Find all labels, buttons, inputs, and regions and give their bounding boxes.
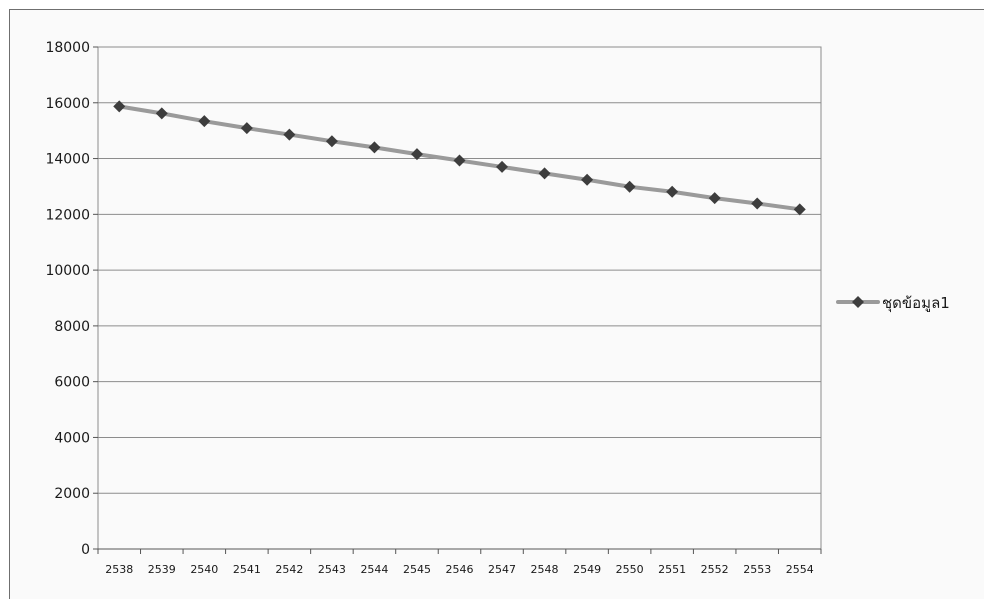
x-tick-label: 2554 [786,563,814,576]
y-tick-label: 14000 [45,152,90,168]
data-point-marker [751,197,764,210]
data-point-marker [666,185,679,198]
data-point-marker [623,180,636,193]
x-tick-label: 2549 [573,563,601,576]
x-tick-label: 2542 [275,563,303,576]
x-tick-label: 2548 [531,563,559,576]
y-tick-label: 0 [81,542,90,558]
data-point-marker [496,160,509,173]
data-point-marker [155,107,168,120]
data-point-marker [240,122,253,135]
x-tick-label: 2544 [360,563,388,576]
legend-label: ชุดข้อมูล1 [882,294,950,313]
y-tick-label: 6000 [54,375,90,391]
y-tick-label: 8000 [54,319,90,335]
x-tick-label: 2540 [190,563,218,576]
x-tick-label: 2541 [233,563,261,576]
x-tick-label: 2543 [318,563,346,576]
x-tick-label: 2553 [743,563,771,576]
data-point-marker [581,173,594,186]
data-point-marker [198,115,211,128]
x-tick-label: 2539 [148,563,176,576]
data-point-marker [410,148,423,161]
x-tick-label: 2538 [105,563,133,576]
x-tick-label: 2545 [403,563,431,576]
y-tick-label: 2000 [54,486,90,502]
data-point-marker [283,128,296,141]
x-tick-label: 2551 [658,563,686,576]
data-point-marker [793,203,806,216]
x-tick-label: 2546 [446,563,474,576]
data-point-marker [708,192,721,205]
y-tick-label: 16000 [45,96,90,112]
x-tick-label: 2547 [488,563,516,576]
data-point-marker [453,154,466,167]
y-tick-label: 4000 [54,430,90,446]
y-tick-label: 12000 [45,207,90,223]
y-tick-label: 18000 [45,40,90,56]
data-point-marker [368,141,381,154]
data-point-marker [538,167,551,180]
x-tick-label: 2552 [701,563,729,576]
x-tick-label: 2550 [616,563,644,576]
y-tick-label: 10000 [45,263,90,279]
data-point-marker [113,100,126,113]
legend-marker [852,296,864,308]
data-point-marker [325,135,338,148]
